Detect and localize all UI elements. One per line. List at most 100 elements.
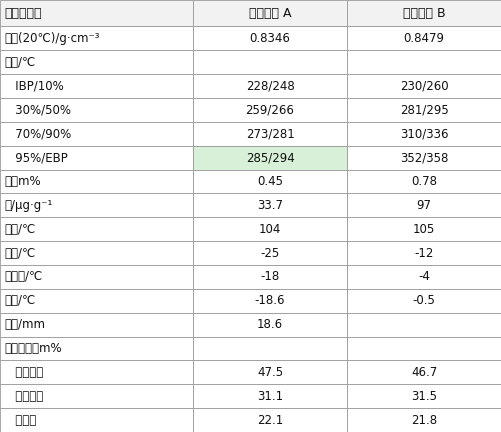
Text: 冷滤点/℃: 冷滤点/℃: [4, 270, 42, 283]
Bar: [0, 146, 193, 169]
Bar: [0, 74, 193, 98]
Text: 31.1: 31.1: [257, 390, 283, 403]
Bar: [347, 122, 501, 146]
Text: 硫，m%: 硫，m%: [4, 175, 41, 188]
Bar: [0, 50, 193, 74]
Text: 285/294: 285/294: [245, 151, 295, 164]
Text: -0.5: -0.5: [413, 294, 435, 307]
Text: 18.6: 18.6: [257, 318, 283, 331]
Bar: [347, 384, 501, 408]
Text: 352/358: 352/358: [400, 151, 448, 164]
Text: -18: -18: [261, 270, 280, 283]
Bar: [193, 313, 347, 337]
Text: 0.78: 0.78: [411, 175, 437, 188]
Text: -4: -4: [418, 270, 430, 283]
Bar: [193, 98, 347, 122]
Bar: [0, 0, 193, 26]
Bar: [347, 98, 501, 122]
Text: 30%/50%: 30%/50%: [4, 103, 71, 116]
Text: 273/281: 273/281: [245, 127, 295, 140]
Text: 馏程/℃: 馏程/℃: [4, 56, 35, 69]
Bar: [193, 146, 347, 169]
Bar: [0, 313, 193, 337]
Bar: [193, 217, 347, 241]
Bar: [0, 337, 193, 360]
Text: -25: -25: [261, 247, 280, 260]
Text: 闪点/℃: 闪点/℃: [4, 223, 35, 236]
Bar: [0, 384, 193, 408]
Text: 烟点/mm: 烟点/mm: [4, 318, 45, 331]
Text: 原料油名称: 原料油名称: [4, 7, 42, 20]
Text: 97: 97: [417, 199, 431, 212]
Text: 22.1: 22.1: [257, 413, 283, 426]
Text: 228/248: 228/248: [245, 79, 295, 92]
Bar: [193, 384, 347, 408]
Text: 259/266: 259/266: [245, 103, 295, 116]
Text: 104: 104: [259, 223, 281, 236]
Bar: [347, 146, 501, 169]
Text: 46.7: 46.7: [411, 366, 437, 379]
Bar: [193, 194, 347, 217]
Bar: [0, 289, 193, 313]
Bar: [193, 122, 347, 146]
Bar: [193, 0, 347, 26]
Bar: [347, 169, 501, 194]
Bar: [0, 122, 193, 146]
Text: 直馏柴油 A: 直馏柴油 A: [249, 7, 291, 20]
Bar: [193, 360, 347, 384]
Bar: [347, 313, 501, 337]
Bar: [193, 241, 347, 265]
Bar: [0, 265, 193, 289]
Bar: [347, 74, 501, 98]
Text: 95%/EBP: 95%/EBP: [4, 151, 68, 164]
Text: IBP/10%: IBP/10%: [4, 79, 64, 92]
Bar: [0, 217, 193, 241]
Bar: [0, 360, 193, 384]
Text: 总芳烃: 总芳烃: [4, 413, 36, 426]
Bar: [0, 194, 193, 217]
Bar: [0, 169, 193, 194]
Bar: [347, 360, 501, 384]
Bar: [193, 265, 347, 289]
Text: 31.5: 31.5: [411, 390, 437, 403]
Bar: [193, 74, 347, 98]
Text: 230/260: 230/260: [400, 79, 448, 92]
Bar: [347, 0, 501, 26]
Text: 总链烷烃: 总链烷烃: [4, 366, 43, 379]
Bar: [347, 289, 501, 313]
Text: 直馏柴油 B: 直馏柴油 B: [403, 7, 445, 20]
Bar: [193, 50, 347, 74]
Bar: [0, 408, 193, 432]
Bar: [347, 50, 501, 74]
Text: 33.7: 33.7: [257, 199, 283, 212]
Bar: [0, 241, 193, 265]
Text: 21.8: 21.8: [411, 413, 437, 426]
Text: 281/295: 281/295: [400, 103, 448, 116]
Text: 0.8346: 0.8346: [249, 32, 291, 45]
Bar: [347, 265, 501, 289]
Text: -12: -12: [414, 247, 434, 260]
Bar: [347, 26, 501, 50]
Text: 47.5: 47.5: [257, 366, 283, 379]
Bar: [193, 408, 347, 432]
Text: 质谱组成，m%: 质谱组成，m%: [4, 342, 62, 355]
Bar: [347, 408, 501, 432]
Bar: [347, 217, 501, 241]
Text: 密度(20℃)/g·cm⁻³: 密度(20℃)/g·cm⁻³: [4, 32, 100, 45]
Text: 0.45: 0.45: [257, 175, 283, 188]
Bar: [347, 194, 501, 217]
Bar: [347, 337, 501, 360]
Text: -18.6: -18.6: [255, 294, 285, 307]
Bar: [0, 26, 193, 50]
Text: 105: 105: [413, 223, 435, 236]
Bar: [0, 98, 193, 122]
Text: 凝点/℃: 凝点/℃: [4, 247, 35, 260]
Text: 70%/90%: 70%/90%: [4, 127, 71, 140]
Bar: [193, 169, 347, 194]
Text: 0.8479: 0.8479: [404, 32, 444, 45]
Text: 冰点/℃: 冰点/℃: [4, 294, 35, 307]
Text: 氮/μg·g⁻¹: 氮/μg·g⁻¹: [4, 199, 53, 212]
Bar: [193, 26, 347, 50]
Text: 总环烷烃: 总环烷烃: [4, 390, 43, 403]
Bar: [193, 337, 347, 360]
